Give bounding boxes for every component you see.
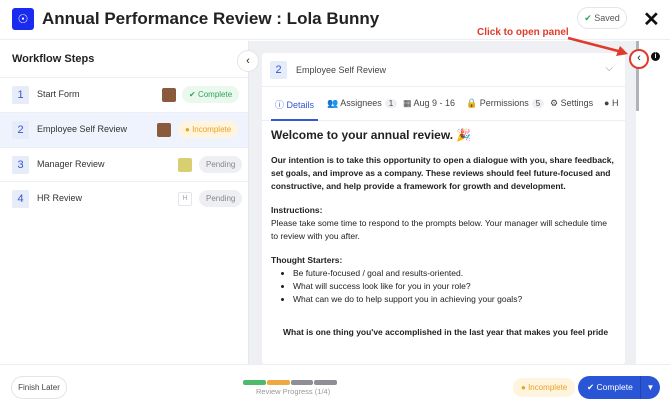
list-item: Be future-focused / goal and results-ori… [293, 267, 616, 280]
instructions-text: Please take some time to respond to the … [271, 218, 607, 241]
close-icon[interactable]: ✕ [643, 9, 660, 31]
status-badge: ✔ Complete [182, 86, 240, 103]
check-icon: ✔ [584, 13, 592, 23]
chevron-down-icon[interactable]: ⌵ [605, 63, 613, 74]
progress-segment [290, 380, 314, 385]
tab-permissions[interactable]: 🔒 Permissions 5 [466, 98, 545, 109]
step-card: 2 Employee Self Review ⌵ ⓘ Details 👥 Ass… [262, 53, 625, 364]
complete-button[interactable]: ✔ Complete ▼ [578, 376, 660, 399]
users-icon: 👥 [327, 98, 339, 108]
welcome-heading: Welcome to your annual review. 🎉 [271, 128, 472, 142]
page-title: Annual Performance Review : Lola Bunny [42, 9, 380, 28]
open-panel-button[interactable]: ‹ [629, 49, 649, 69]
tabs: ⓘ Details 👥 Assignees 1 ▦ Aug 9 - 16 🔒 Pe… [262, 87, 625, 121]
saved-label: Saved [594, 13, 620, 23]
tab-details[interactable]: ⓘ Details [270, 100, 319, 121]
step-start-form[interactable]: 1 Start Form ✔ Complete [0, 77, 248, 112]
instructions-title: Instructions: [271, 205, 323, 215]
complete-label: Complete [596, 382, 633, 392]
step-number: 1 [12, 86, 29, 104]
finish-later-button[interactable]: Finish Later [11, 376, 67, 399]
status-badge: ● Incomplete [513, 378, 576, 397]
scrollbar[interactable] [636, 41, 639, 111]
annotation-label: Click to open panel [477, 27, 569, 38]
avatar [178, 158, 192, 172]
collapse-sidebar-button[interactable]: ‹ [237, 50, 259, 72]
step-label: HR Review [37, 193, 83, 203]
step-label: Employee Self Review [37, 124, 128, 134]
starters-list: Be future-focused / goal and results-ori… [293, 267, 616, 306]
avatar: H [178, 192, 192, 206]
review-progress-bar [243, 380, 337, 385]
starters-title: Thought Starters: [271, 255, 343, 265]
question-text: What is one thing you've accomplished in… [283, 327, 609, 337]
tab-settings[interactable]: ⚙ Settings [550, 98, 594, 108]
footer: Finish Later Review Progress (1/4) ● Inc… [0, 364, 670, 409]
avatar [162, 88, 176, 102]
award-icon: ☉ [12, 8, 34, 30]
tab-dates[interactable]: ▦ Aug 9 - 16 [403, 98, 456, 108]
step-number: 4 [12, 190, 29, 208]
progress-label: Review Progress (1/4) [256, 387, 331, 396]
caret-down-icon[interactable]: ▼ [640, 376, 660, 399]
avatar [157, 123, 171, 137]
list-item: What can we do to help support you in ac… [293, 293, 616, 306]
step-manager-review[interactable]: 3 Manager Review Pending [0, 147, 248, 182]
progress-segment [266, 380, 290, 385]
step-header[interactable]: 2 Employee Self Review ⌵ [262, 53, 625, 87]
annotation-arrow-icon [567, 36, 628, 56]
progress-segment [314, 380, 337, 385]
info-icon: ⓘ [275, 100, 285, 110]
workflow-steps-title: Workflow Steps [12, 53, 95, 65]
step-title: Employee Self Review [296, 65, 387, 75]
step-employee-self-review[interactable]: 2 Employee Self Review ● Incomplete [0, 112, 248, 147]
gear-icon: ⚙ [550, 98, 559, 108]
right-panel-collapsed [639, 41, 670, 364]
status-badge: Pending [199, 190, 243, 207]
status-badge: ● Incomplete [178, 121, 239, 138]
info-icon[interactable]: i [651, 52, 660, 61]
step-number: 3 [12, 156, 29, 174]
tab-assignees[interactable]: 👥 Assignees 1 [327, 98, 398, 109]
details-content: Welcome to your annual review. 🎉 Our int… [262, 121, 625, 347]
step-number: 2 [270, 61, 287, 79]
main-area: 2 Employee Self Review ⌵ ⓘ Details 👥 Ass… [249, 41, 636, 364]
calendar-icon: ▦ [403, 98, 412, 108]
comment-icon: ● [604, 98, 610, 108]
workflow-steps-panel: Workflow Steps 1 Start Form ✔ Complete 2… [0, 41, 249, 364]
step-label: Start Form [37, 89, 80, 99]
saved-indicator: ✔ Saved [577, 7, 627, 29]
lock-icon: 🔒 [466, 98, 478, 108]
tab-history[interactable]: ● H [604, 98, 619, 108]
step-number: 2 [12, 121, 29, 139]
list-item: What will success look like for you in y… [293, 280, 616, 293]
intro-text: Our intention is to take this opportunit… [271, 155, 614, 191]
header: ☉ Annual Performance Review : Lola Bunny… [0, 0, 670, 40]
status-badge: Pending [199, 156, 243, 173]
step-label: Manager Review [37, 159, 105, 169]
step-hr-review[interactable]: 4 HR Review H Pending [0, 181, 248, 216]
progress-segment [243, 380, 266, 385]
